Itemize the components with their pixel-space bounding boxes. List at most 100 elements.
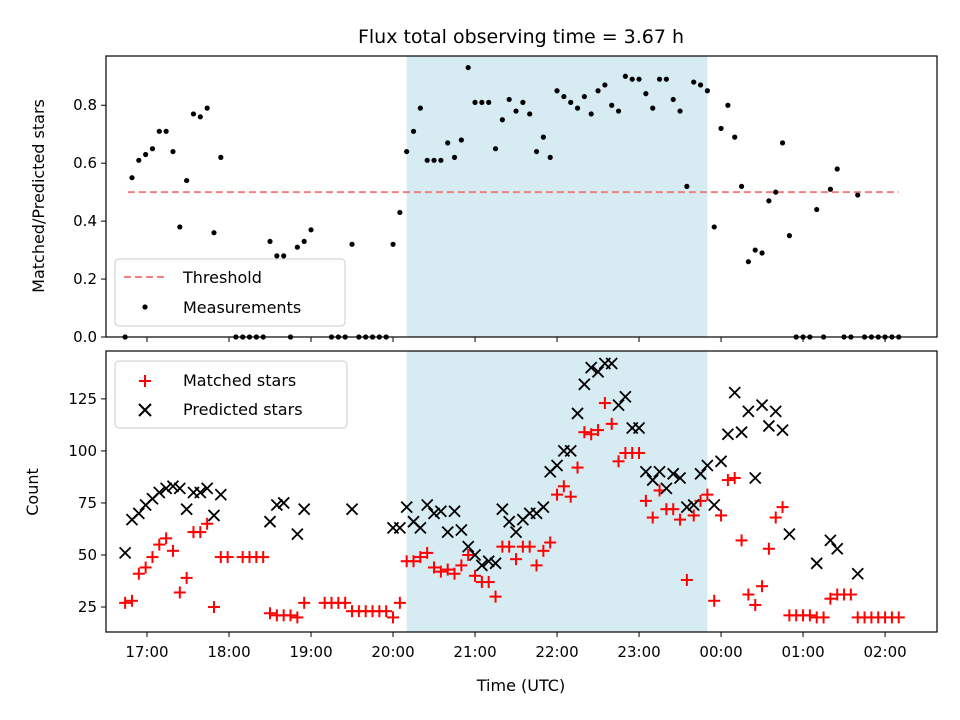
predicted-point [851, 567, 864, 580]
measurement-point [404, 148, 410, 155]
measurement-point [506, 96, 512, 103]
predicted-point [735, 426, 748, 439]
measurement-point [527, 111, 533, 117]
predicted-point [207, 509, 221, 522]
legend-predicted-label: Predicted stars [183, 400, 303, 419]
matched-point [380, 605, 393, 618]
measurement-point [190, 111, 197, 117]
matched-point [257, 551, 270, 564]
predicted-point [421, 498, 434, 512]
predicted-point [619, 390, 632, 403]
predicted-point [810, 557, 823, 570]
predicted-point [441, 525, 454, 539]
measurement-point [629, 76, 635, 82]
matched-point [646, 511, 659, 524]
predicted-point [345, 503, 359, 516]
matched-point [537, 544, 550, 557]
predicted-point [564, 444, 577, 458]
predicted-point [427, 507, 441, 520]
measurement-point [438, 157, 444, 163]
matched-point [803, 609, 816, 622]
predicted-point [201, 482, 214, 495]
measurement-point [540, 134, 546, 140]
predicted-point [605, 357, 618, 370]
matched-point [742, 588, 755, 601]
matched-point [551, 488, 564, 501]
matched-point [674, 513, 687, 526]
matched-point [264, 607, 277, 620]
measurement-point [636, 76, 642, 82]
predicted-point [701, 459, 714, 472]
measurement-point [533, 148, 540, 155]
chart-title: Flux total observing time = 3.67 h [358, 26, 684, 48]
matched-point [125, 594, 138, 607]
predicted-point [503, 515, 516, 528]
matched-point [221, 551, 234, 564]
measurement-point [684, 183, 690, 189]
matched-point [119, 596, 132, 609]
predicted-point [277, 496, 290, 510]
predicted-point [776, 423, 789, 437]
measurement-point [410, 128, 417, 134]
measurement-point [390, 241, 396, 247]
measurement-point [588, 111, 594, 117]
matched-point [201, 517, 214, 530]
matched-point [694, 494, 707, 507]
predicted-point [118, 546, 132, 560]
predicted-point [263, 515, 277, 528]
predicted-point [509, 525, 523, 539]
measurement-point [834, 166, 840, 172]
x-tick-label: 19:00 [289, 643, 332, 661]
measurement-point [643, 91, 649, 97]
y-tick-label: 0.0 [73, 328, 97, 346]
x-tick-label: 02:00 [863, 643, 906, 661]
top-panel: 0.00.20.40.60.8 Matched/Predicted stars … [29, 55, 938, 346]
measurement-point [759, 250, 765, 256]
predicted-point [400, 500, 413, 514]
x-tick-label: 22:00 [535, 643, 578, 661]
measurement-point [184, 177, 190, 184]
matched-point [769, 511, 782, 524]
predicted-point [721, 428, 735, 441]
y-tick-label: 0.8 [73, 96, 97, 114]
matched-point [544, 536, 557, 549]
measurement-point [561, 93, 567, 100]
y-tick-label: 50 [78, 546, 97, 564]
matched-point [605, 417, 618, 430]
matched-point [721, 474, 734, 487]
matched-point [482, 576, 495, 589]
measurement-point [718, 125, 724, 132]
measurement-point [163, 128, 169, 134]
measurement-point [486, 99, 492, 105]
measurement-point [670, 96, 676, 103]
measurement-point [814, 206, 820, 213]
matched-point [132, 567, 145, 580]
measurement-point [650, 105, 656, 111]
measurement-point [711, 224, 717, 230]
predicted-point [714, 455, 728, 468]
measurement-point [568, 99, 574, 105]
measurement-point [677, 108, 683, 114]
matched-point [414, 551, 427, 564]
matched-point [153, 538, 166, 551]
measurement-point [786, 233, 792, 239]
measurement-point [170, 148, 176, 155]
measurement-point [211, 230, 217, 236]
measurement-point [609, 102, 615, 108]
predicted-point [270, 498, 283, 512]
measurement-point [691, 79, 697, 85]
matched-point [455, 559, 468, 572]
y-tick-label: 125 [68, 390, 97, 408]
matched-point [762, 542, 775, 555]
predicted-point [298, 503, 311, 516]
predicted-point [749, 471, 762, 485]
matched-point [503, 540, 516, 553]
matched-point [592, 424, 605, 437]
predicted-point [639, 465, 653, 478]
predicted-point [708, 498, 721, 512]
y-tick-label: 75 [78, 494, 97, 512]
predicted-point [160, 482, 173, 495]
matched-point [728, 471, 741, 484]
matched-point [749, 598, 762, 611]
matched-point [291, 611, 304, 624]
